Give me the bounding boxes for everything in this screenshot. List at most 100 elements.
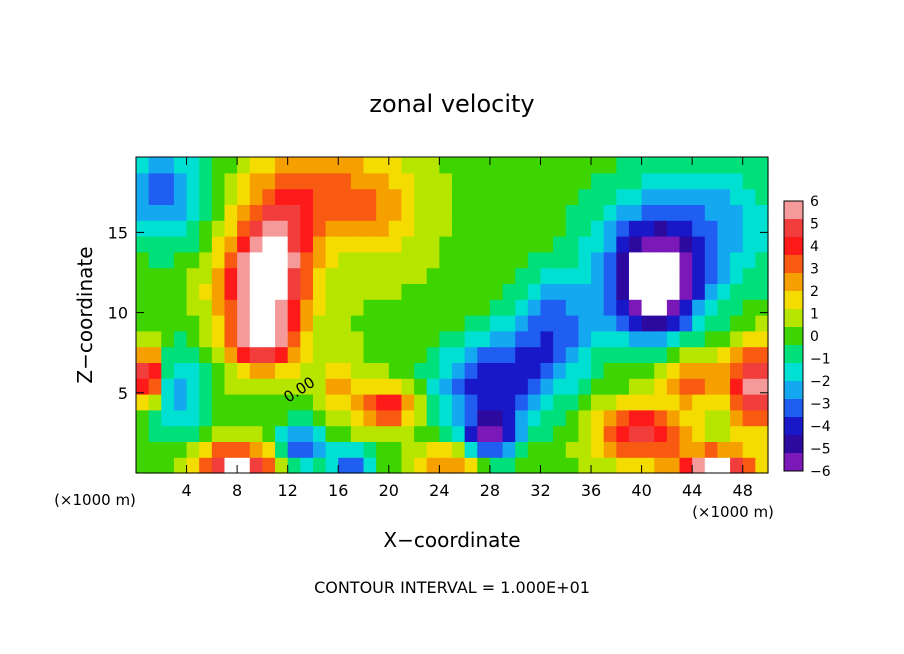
heatmap-cell [186,378,200,395]
heatmap-cell [376,457,390,474]
heatmap-cell [439,236,453,253]
heatmap-cell [742,220,756,237]
heatmap-cell [591,220,605,237]
heatmap-cell [730,204,744,221]
heatmap-cell [692,330,706,348]
heatmap-cell [666,441,681,458]
heatmap-cell [502,394,516,411]
x-tick-label-4: 4 [181,481,191,500]
colorbar-label-1: 1 [810,307,819,323]
heatmap-cell [603,283,617,300]
heatmap-cell [350,220,365,237]
heatmap-cell [363,204,377,221]
heatmap-cell [730,251,744,269]
heatmap-cell [224,362,238,379]
heatmap-cell [692,157,706,174]
heatmap-cell [540,315,554,332]
heatmap-cell [616,283,630,300]
heatmap-cell [616,362,630,379]
heatmap-cell [173,172,188,190]
heatmap-cell [755,330,769,348]
heatmap-cell [312,394,327,411]
heatmap-cell [742,362,756,379]
heatmap-cell [452,330,466,348]
heatmap-cell [363,267,377,284]
heatmap-cell [489,315,504,332]
heatmap-cell [628,362,643,379]
heatmap-cell [136,172,150,190]
heatmap-cell [616,251,630,269]
heatmap-cell [679,220,693,237]
heatmap-cell [249,330,263,348]
heatmap-cell [325,330,339,348]
heatmap-cell [730,362,744,379]
heatmap-cell [300,409,314,427]
heatmap-cell [591,315,605,332]
heatmap-cell [489,172,504,190]
heatmap-cell [603,220,617,237]
heatmap-cell [704,425,719,442]
heatmap-cell [249,299,263,316]
heatmap-cell [666,362,681,379]
heatmap-cell [704,267,719,284]
heatmap-cell [717,425,731,442]
heatmap-cell [275,236,289,253]
x-tick-label-36: 36 [581,481,601,500]
heatmap-cell [249,267,263,284]
heatmap-cell [161,172,175,190]
heatmap-cell [199,330,213,348]
heatmap-cell [439,378,453,395]
y-tick-marks [136,231,768,394]
heatmap-cell [388,236,403,253]
heatmap-cell [211,315,226,332]
heatmap-cell [300,299,314,316]
heatmap-cell [641,378,655,395]
heatmap-cell [679,457,693,474]
heatmap-cell [527,157,542,174]
heatmap-cell [641,315,655,332]
heatmap-cell [692,457,706,474]
heatmap-cell [312,362,327,379]
heatmap-cell [287,299,301,316]
heatmap-cell [186,457,200,474]
heatmap-cell [692,188,706,205]
heatmap-cell [502,425,516,442]
heatmap-cell [553,362,567,379]
heatmap-cell [300,236,314,253]
heatmap-cell [730,378,744,395]
heatmap-cell [401,283,415,300]
heatmap-cell [401,236,415,253]
heatmap-cell [262,362,276,379]
heatmap-cell [262,457,276,474]
heatmap-cell [199,283,213,300]
heatmap-cell [553,457,567,474]
heatmap-cell [275,457,289,474]
heatmap-cell [692,267,706,284]
heatmap-cell [401,315,415,332]
x-tick-marks [186,157,744,473]
heatmap-cell [287,220,301,237]
heatmap-cell [628,315,643,332]
heatmap-cell [616,441,630,458]
heatmap-cell [312,425,327,442]
heatmap-cell [439,204,453,221]
heatmap-cell [262,220,276,237]
heatmap-cell [692,236,706,253]
heatmap-cell [628,378,643,395]
heatmap-cell [338,236,352,253]
heatmap-cell [666,172,681,190]
heatmap-cell [148,236,162,253]
heatmap-cell [755,220,769,237]
heatmap-cell [654,378,668,395]
heatmap-cell [300,204,314,221]
heatmap-cell [325,283,339,300]
heatmap-cell [300,267,314,284]
heatmap-cell [578,330,592,348]
heatmap-cell [237,172,251,190]
heatmap-cell [262,204,276,221]
heatmap-cell [755,362,769,379]
colorbar-segment [784,381,803,400]
heatmap-cell [312,441,327,458]
heatmap-cell [363,315,377,332]
heatmap-cell [578,394,592,411]
